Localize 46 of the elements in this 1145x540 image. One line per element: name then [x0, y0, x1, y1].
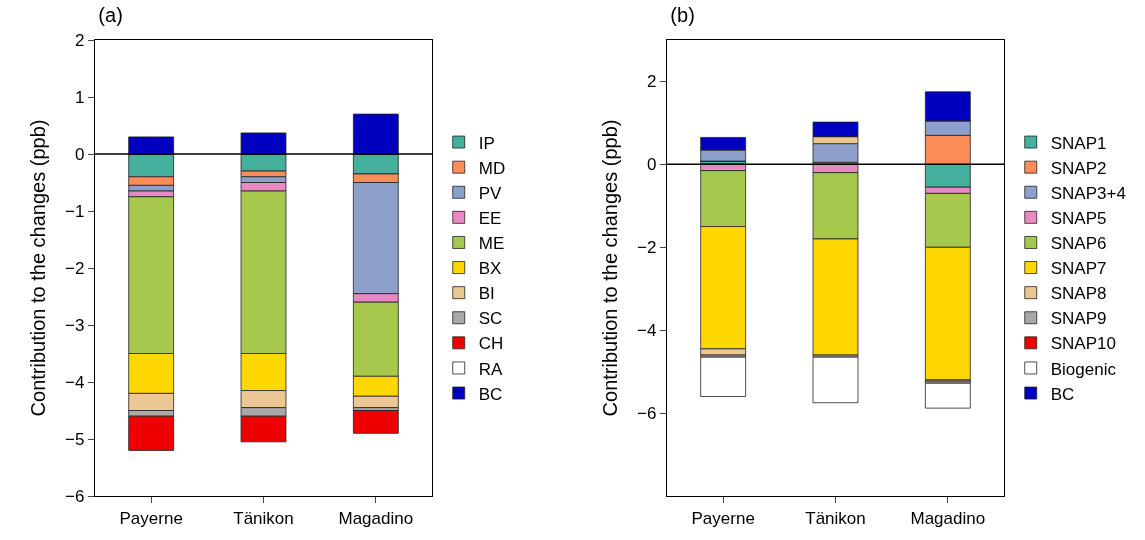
- legend-label: SNAP5: [1050, 208, 1107, 228]
- legend-label: SNAP6: [1050, 234, 1107, 254]
- legend-label: EE: [478, 208, 502, 228]
- x-tick-label: Magadino: [338, 508, 414, 528]
- x-tick-label: Payerne: [119, 508, 183, 528]
- x-tick-label: Tänikon: [805, 508, 866, 528]
- y-tick-label: −4: [637, 321, 657, 341]
- chart-title: (b): [670, 4, 695, 27]
- x-tick-label: Tänikon: [233, 508, 294, 528]
- y-axis-title: Contribution to the changes (ppb): [598, 119, 621, 417]
- y-tick-label: −4: [65, 372, 85, 392]
- legend-label: SNAP7: [1050, 259, 1107, 279]
- legend-label: BC: [478, 384, 503, 404]
- y-tick-label: 0: [647, 155, 657, 175]
- legend-label: RA: [478, 359, 504, 379]
- legend-label: SC: [478, 309, 503, 329]
- legend-label: SNAP9: [1050, 309, 1107, 329]
- y-tick-label: −6: [637, 404, 657, 424]
- y-tick-label: 0: [75, 144, 85, 164]
- legend-label: BI: [478, 284, 495, 304]
- y-tick-label: 2: [75, 30, 85, 50]
- legend-label: IP: [478, 133, 495, 153]
- legend-label: MD: [478, 158, 506, 178]
- chart-title: (a): [98, 4, 123, 27]
- y-axis-title: Contribution to the changes (ppb): [26, 119, 49, 417]
- y-tick-label: −2: [637, 238, 657, 258]
- legend-label: BC: [1050, 384, 1075, 404]
- y-tick-label: −1: [65, 201, 85, 221]
- y-tick-label: −3: [65, 315, 85, 335]
- legend-label: Biogenic: [1050, 359, 1117, 379]
- legend-label: SNAP1: [1050, 133, 1107, 153]
- y-tick-label: −5: [65, 429, 85, 449]
- y-tick-label: 2: [647, 72, 657, 92]
- y-tick-label: 1: [75, 87, 85, 107]
- legend-label: PV: [478, 183, 503, 203]
- legend-label: SNAP8: [1050, 284, 1107, 304]
- legend-label: SNAP3+4: [1050, 183, 1126, 203]
- x-tick-label: Magadino: [910, 508, 986, 528]
- x-tick-label: Payerne: [691, 508, 755, 528]
- legend-label: ME: [478, 234, 505, 254]
- legend-label: SNAP2: [1050, 158, 1107, 178]
- legend-label: CH: [478, 334, 504, 354]
- y-tick-label: −6: [65, 486, 85, 506]
- y-tick-label: −2: [65, 258, 85, 278]
- legend-label: BX: [478, 259, 502, 279]
- legend-label: SNAP10: [1050, 334, 1116, 354]
